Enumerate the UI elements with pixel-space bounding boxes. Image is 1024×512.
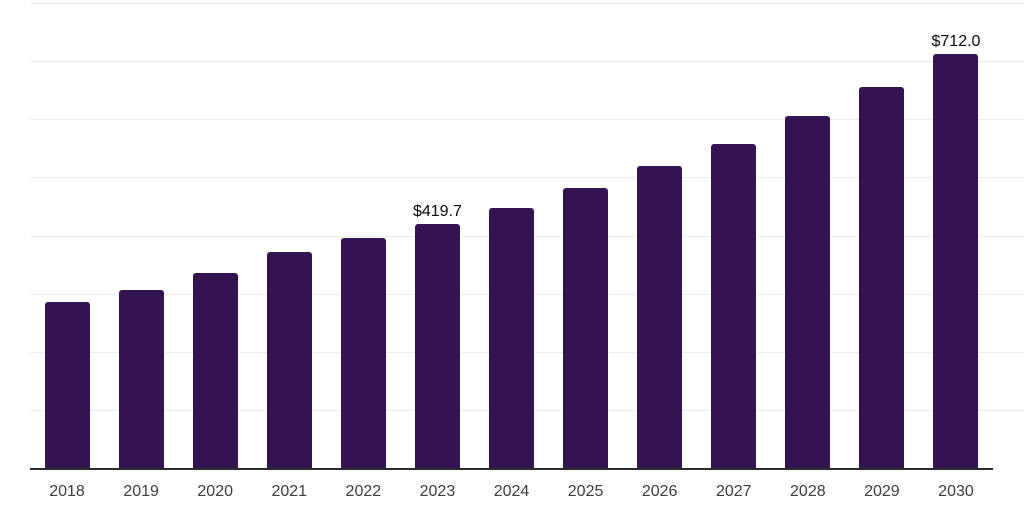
bar-band <box>623 3 697 468</box>
bar-2028 <box>785 116 831 468</box>
bar-2024 <box>489 207 534 468</box>
x-tick-label-2030: 2030 <box>938 483 974 500</box>
x-tick-label-2026: 2026 <box>641 483 678 500</box>
bar-2030: $712.0 <box>932 33 980 468</box>
plot-area: $419.7 $712.0 <box>0 3 1024 470</box>
bar-band: $712.0 <box>919 3 993 468</box>
x-tick-label-2029: 2029 <box>864 483 900 500</box>
bar-band <box>697 3 771 468</box>
x-tick-label-2024: 2024 <box>493 483 530 500</box>
bar-band <box>771 3 845 468</box>
x-tick-label-2020: 2020 <box>197 483 233 500</box>
bar-2029 <box>859 86 905 468</box>
x-tick-label-2022: 2022 <box>345 483 382 500</box>
x-tick-label-2023: 2023 <box>419 483 456 500</box>
bar-2019 <box>118 290 164 468</box>
bar-2020 <box>192 273 238 468</box>
x-tick-label-2018: 2018 <box>49 483 85 500</box>
bar-band <box>252 3 326 468</box>
bar-band <box>30 3 104 468</box>
gridline <box>30 61 1024 63</box>
bar-value-label-2023: $419.7 <box>412 203 462 221</box>
bar-2025 <box>563 188 609 468</box>
bar-band <box>474 3 548 468</box>
bar-band <box>549 3 623 468</box>
bar-value-label-2030: $712.0 <box>931 33 981 51</box>
x-axis-labels: 2018 2019 2020 2021 2022 2023 2024 2025 2026 2027… <box>30 483 993 501</box>
bar-2026 <box>637 166 683 468</box>
bar-2027 <box>711 144 757 468</box>
gridline <box>30 3 1024 4</box>
bar-2018 <box>44 302 90 468</box>
x-axis-line <box>30 468 993 470</box>
x-tick-label-2021: 2021 <box>271 483 308 500</box>
gridline <box>30 119 1024 121</box>
gridline <box>30 177 1024 179</box>
bar-band <box>104 3 178 468</box>
bar-band: $419.7 <box>400 3 474 468</box>
bars: $419.7 $712.0 <box>30 3 993 468</box>
bar-2021 <box>266 252 312 468</box>
x-tick-label-2028: 2028 <box>790 483 826 500</box>
bar-2023: $419.7 <box>413 203 462 468</box>
bar-band <box>845 3 919 468</box>
x-tick-label-2025: 2025 <box>567 483 604 500</box>
bar-band <box>326 3 400 468</box>
bar-2022 <box>340 238 386 468</box>
bar-band <box>178 3 252 468</box>
x-tick-label-2019: 2019 <box>123 483 159 500</box>
x-tick-label-2027: 2027 <box>715 483 752 500</box>
